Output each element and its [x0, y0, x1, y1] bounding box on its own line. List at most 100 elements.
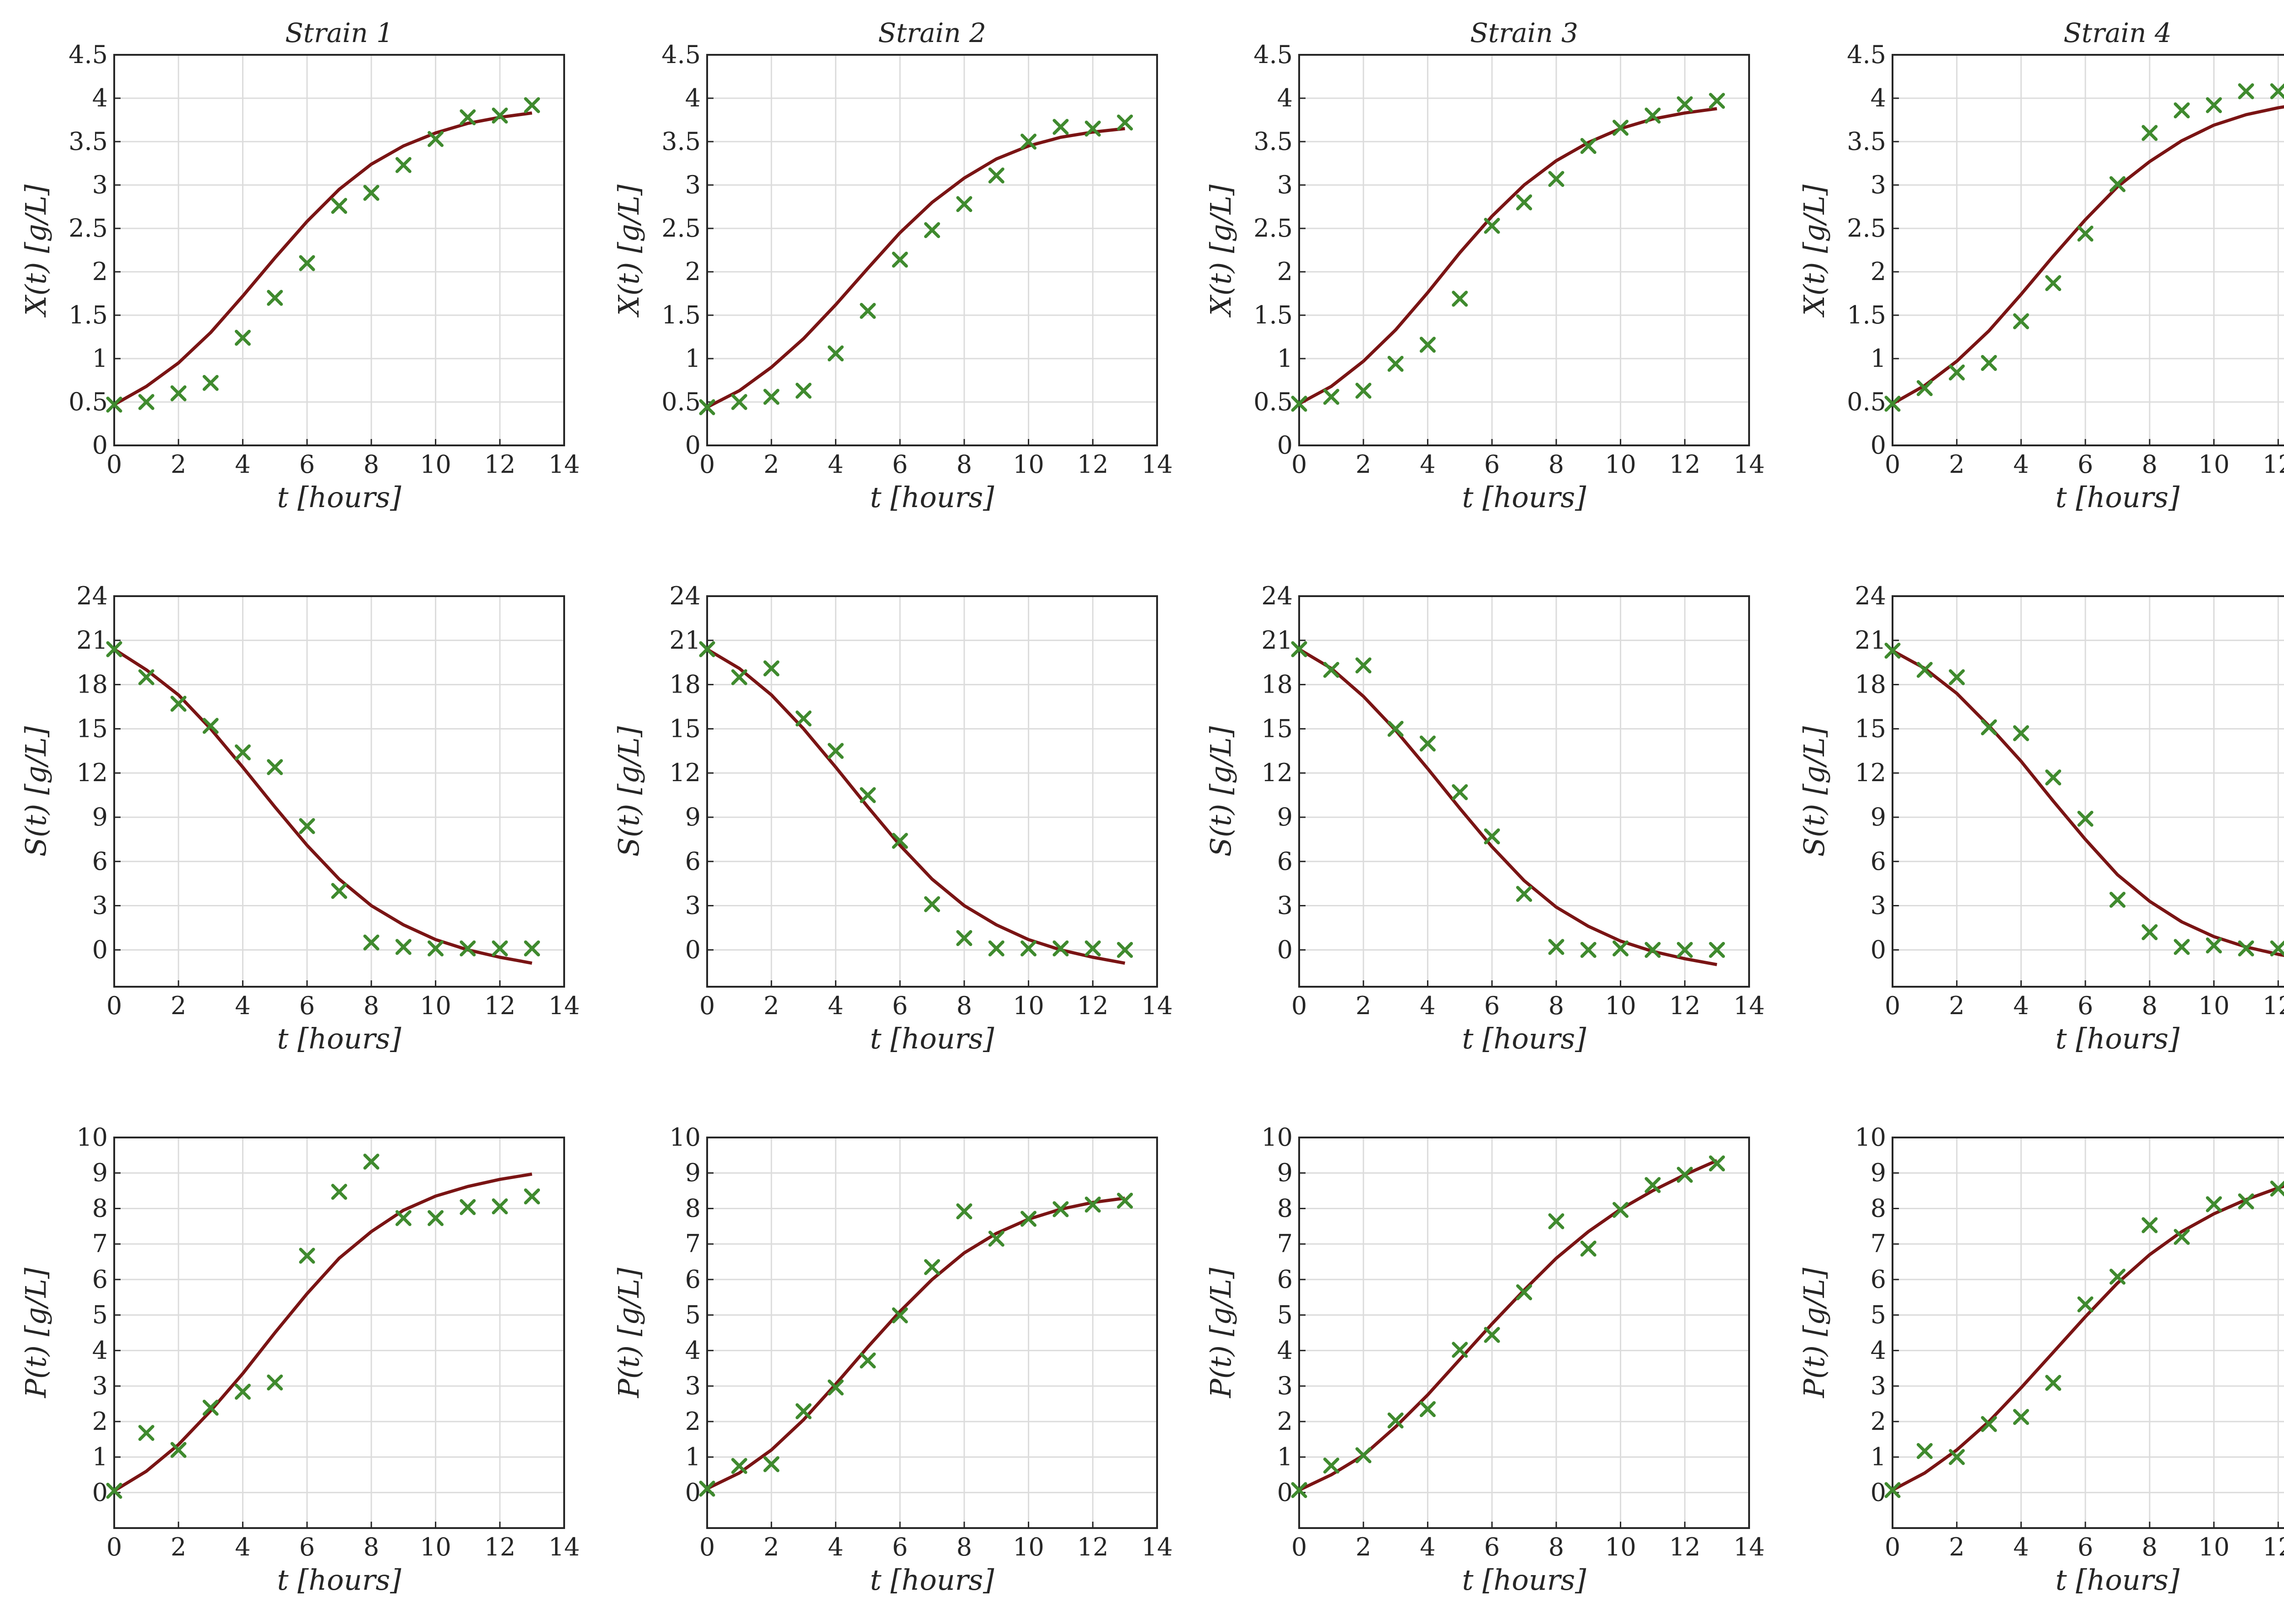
y-tick-label: 6 [1871, 847, 1886, 876]
measured-point [1580, 138, 1597, 154]
measured-point-stroke [1916, 1443, 1933, 1459]
x-tick-label: 0 [106, 1533, 122, 1561]
measured-point [1644, 942, 1661, 958]
measured-point-stroke [1355, 382, 1372, 399]
measured-point [1644, 107, 1661, 124]
y-axis-label: S(t) [g/L] [612, 726, 645, 857]
measured-point-stroke [2077, 225, 2094, 242]
measured-point-stroke [1580, 138, 1597, 154]
measured-point [1981, 1416, 1997, 1432]
y-axis-label: S(t) [g/L] [1798, 726, 1831, 857]
measured-point-stroke [267, 759, 283, 775]
measured-point-stroke [2206, 1196, 2222, 1212]
measured-point-stroke [1323, 661, 1339, 678]
y-tick-label: 2 [1277, 1407, 1293, 1436]
y-tick-label: 2 [92, 1407, 108, 1436]
measured-point [763, 1456, 780, 1472]
measured-point [395, 157, 412, 173]
y-tick-label: 8 [1277, 1194, 1293, 1222]
y-tick-label: 3 [685, 1371, 701, 1400]
x-tick-label: 10 [420, 450, 451, 479]
measured-point-stroke [988, 940, 1005, 957]
measured-point-stroke [1949, 364, 1965, 381]
measured-point-stroke [524, 97, 540, 113]
model-fit-line [1892, 649, 2284, 957]
x-tick-label: 0 [106, 450, 122, 479]
x-tick-label: 12 [484, 1533, 516, 1561]
measured-point [924, 222, 940, 238]
x-tick-label: 14 [1142, 1533, 1173, 1561]
measured-point-stroke [2173, 102, 2190, 119]
measured-point-stroke [1644, 107, 1661, 124]
measured-point-stroke [2270, 1180, 2284, 1197]
measured-point [763, 660, 780, 677]
measured-point [1323, 661, 1339, 678]
measured-point-stroke [1516, 886, 1532, 902]
x-axis-label: t [hours] [277, 481, 402, 514]
measured-point-stroke [1676, 942, 1693, 958]
measured-point [1613, 1202, 1629, 1218]
measured-point-stroke [395, 1210, 412, 1226]
measured-point-stroke [331, 883, 347, 899]
measured-point [1613, 120, 1629, 136]
measured-point [988, 940, 1005, 957]
measured-point [2270, 1180, 2284, 1197]
x-axis-label: t [hours] [1462, 481, 1586, 514]
measured-point-stroke [363, 1153, 380, 1170]
x-tick-label: 0 [1291, 991, 1307, 1020]
measured-point-stroke [699, 1481, 715, 1497]
measured-point-stroke [106, 397, 122, 413]
measured-point-stroke [827, 345, 844, 362]
measured-point [2238, 1193, 2254, 1210]
measured-point [1548, 939, 1565, 955]
x-axis-label: t [hours] [1462, 1563, 1586, 1597]
y-tick-label: 24 [1855, 582, 1886, 610]
measured-point-stroke [1387, 1412, 1404, 1428]
y-tick-label: 0 [685, 431, 701, 460]
x-tick-label: 2 [171, 450, 186, 479]
x-tick-label: 12 [1669, 450, 1701, 479]
model-fit-line [706, 127, 1125, 409]
x-tick-label: 8 [957, 1533, 972, 1561]
measured-point [1884, 642, 1901, 659]
x-tick-label: 12 [2263, 1533, 2284, 1561]
measured-point [492, 1198, 508, 1215]
y-tick-label: 2.5 [1253, 214, 1293, 243]
measured-point-stroke [892, 251, 908, 268]
x-tick-label: 8 [2142, 991, 2157, 1020]
y-tick-label: 2.5 [661, 214, 701, 243]
axes-frame [113, 595, 565, 988]
y-tick-label: 3 [1871, 170, 1886, 199]
y-tick-label: 1 [1277, 1443, 1293, 1471]
measured-point [363, 934, 380, 951]
measured-point-stroke [1613, 1202, 1629, 1218]
axes-frame [113, 54, 565, 446]
x-tick-label: 8 [1549, 991, 1564, 1020]
x-tick-label: 10 [1605, 991, 1636, 1020]
y-axis-label: S(t) [g/L] [19, 726, 53, 857]
measured-point [731, 669, 747, 685]
measured-point [860, 1352, 876, 1369]
x-tick-label: 2 [1356, 991, 1371, 1020]
measured-point [138, 669, 154, 685]
measured-point-stroke [795, 382, 812, 399]
measured-point [170, 385, 187, 402]
measured-point [1084, 940, 1101, 957]
measured-point [1117, 1192, 1133, 1209]
measured-point [460, 940, 476, 957]
panel-title: Strain 1 [285, 17, 393, 48]
y-tick-label: 3 [92, 170, 108, 199]
measured-point [1516, 1284, 1532, 1301]
y-tick-label: 6 [92, 1265, 108, 1294]
panel-title: Strain 3 [1470, 17, 1578, 48]
x-tick-label: 4 [2013, 991, 2029, 1020]
y-tick-label: 1.5 [661, 301, 701, 329]
measured-point [492, 107, 508, 124]
measured-point-stroke [299, 1248, 315, 1264]
y-tick-label: 0.5 [1847, 387, 1886, 416]
measured-point-stroke [763, 1456, 780, 1472]
measured-point [699, 399, 715, 415]
y-tick-label: 1 [92, 344, 108, 373]
x-tick-label: 12 [2263, 991, 2284, 1020]
